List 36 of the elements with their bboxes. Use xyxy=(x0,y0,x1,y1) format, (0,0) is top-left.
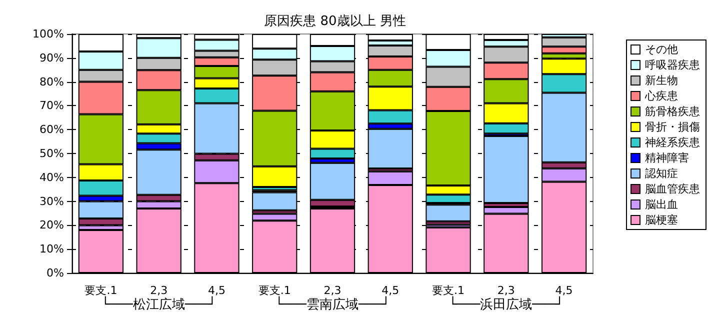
y-tick-label: 40% xyxy=(40,170,64,184)
y-tick-label: 70% xyxy=(40,99,64,112)
y-tick-label: 100% xyxy=(32,28,64,40)
chart-title: 原因疾患 80歳以上 男性 xyxy=(264,14,406,29)
x-tick-label: 要支.1 xyxy=(432,284,465,297)
x-tick-label: 4,5 xyxy=(208,284,226,297)
legend-label: 新生物 xyxy=(645,74,678,87)
legend-label: 脳出血 xyxy=(645,198,678,211)
x-tick-label: 2,3 xyxy=(150,284,168,297)
legend-label: 精神障害 xyxy=(645,152,689,164)
x-tick-label: 2,3 xyxy=(497,284,515,297)
x-tick-label: 4,5 xyxy=(555,284,573,297)
text: └───雲南広域───┘ xyxy=(275,296,390,312)
legend-label: 心疾患 xyxy=(644,90,678,102)
legend-label: 神経系疾患 xyxy=(645,136,700,149)
y-tick-label: 50% xyxy=(40,147,64,160)
x-tick-label: 2,3 xyxy=(324,284,342,297)
y-tick-label: 60% xyxy=(40,123,64,136)
y-tick-label: 80% xyxy=(40,75,64,88)
y-tick-label: 30% xyxy=(40,194,64,208)
text: └───松江広域───┘ xyxy=(102,296,216,312)
legend-label: 呼吸器疾患 xyxy=(645,58,700,72)
legend-label: 脳梗塞 xyxy=(645,214,678,226)
y-tick-label: 10% xyxy=(40,242,64,256)
x-tick-label: 要支.1 xyxy=(258,284,291,297)
y-tick-label: 0% xyxy=(46,266,64,280)
text: └───浜田広域───┘ xyxy=(448,296,564,312)
legend-label: 認知症 xyxy=(645,167,678,180)
x-tick-label: 要支.1 xyxy=(84,284,118,297)
legend-label: 筋骨格疾患 xyxy=(645,105,700,118)
x-tick-label: 4,5 xyxy=(382,284,400,297)
y-tick-label: 20% xyxy=(40,218,64,232)
legend-label: 骨折・損傷 xyxy=(645,120,700,134)
legend-label: その他 xyxy=(645,43,678,56)
legend-label: 脳血管疾患 xyxy=(645,182,700,196)
y-tick-label: 90% xyxy=(40,51,64,64)
